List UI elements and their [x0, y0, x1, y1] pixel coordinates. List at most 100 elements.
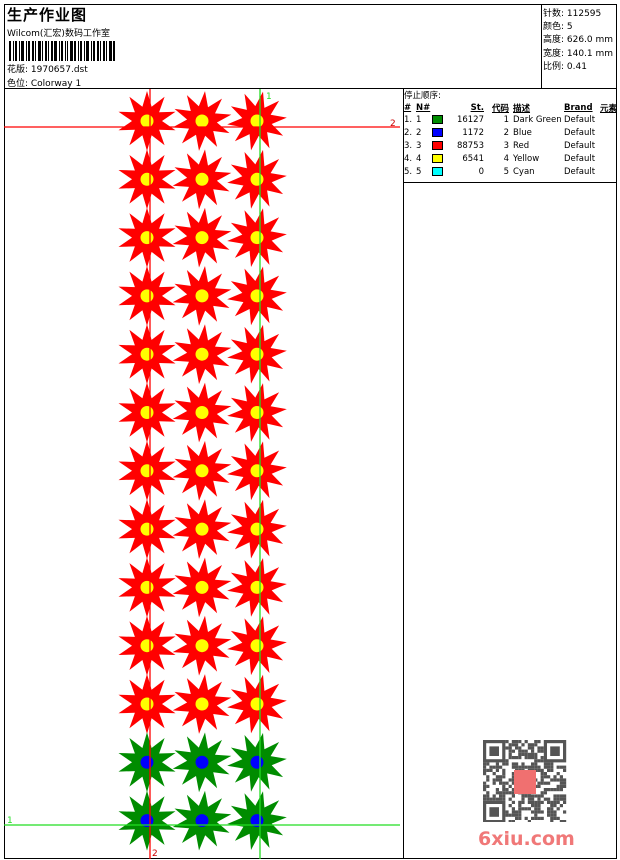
color-swatch [432, 153, 443, 163]
flower [172, 440, 232, 501]
design-height: 高度: 626.0 mm [543, 35, 614, 46]
flower [172, 91, 232, 151]
row-stitches: 1172 [432, 127, 484, 140]
flower-center [195, 406, 209, 419]
barcode-bar [86, 41, 89, 61]
row-n: 3 [416, 140, 422, 151]
barcode-bar [90, 41, 92, 61]
watermark-logo: 6xiu.com [478, 828, 575, 850]
flower [118, 732, 176, 793]
flower-center [140, 755, 154, 769]
flower [118, 324, 176, 385]
flower-center [195, 114, 209, 128]
stitch-count: 6541 [462, 153, 484, 164]
qr-finder [483, 800, 506, 822]
flower-center [140, 464, 154, 478]
color-swatch [432, 128, 443, 138]
design-info: 针数: 112595 颜色: 5 高度: 626.0 mm 宽度: 140.1 … [541, 4, 617, 89]
flower [227, 616, 287, 676]
row-brand: Default [564, 140, 596, 151]
col-code: 代码 [491, 103, 509, 114]
row-code: 4 [503, 153, 509, 164]
flower-center [250, 580, 264, 594]
guide-label-red: 2 [390, 119, 396, 129]
barcode-bar [15, 41, 17, 61]
stitch-count: 0 [478, 166, 484, 177]
flower [118, 382, 176, 443]
flower-center [250, 231, 264, 245]
table-row: 3. 3 88753 3 Red Default [404, 140, 617, 153]
barcode-bar [9, 41, 11, 61]
table-row: 5. 5 0 5 Cyan Default [404, 165, 617, 178]
barcode-bar [42, 41, 43, 61]
flower [172, 674, 232, 734]
barcode-bar [31, 41, 34, 61]
row-desc: Red [513, 140, 530, 151]
flower-center [195, 639, 209, 653]
qr-finder [543, 740, 567, 763]
flower [227, 791, 287, 850]
header: 生产作业图 Wilcom(汇宏)数码工作室 花版: 1970657.dst 色位… [4, 4, 541, 89]
row-index: 5. [404, 166, 413, 177]
flower-center [140, 289, 154, 303]
flower-center [195, 580, 209, 594]
flower-center [195, 347, 209, 361]
row-stitches: 16127 [432, 114, 484, 127]
flower-center [140, 347, 154, 361]
barcode-bar [74, 41, 76, 61]
stitch-count: 1172 [462, 128, 484, 139]
flower [172, 324, 232, 385]
row-n: 2 [416, 128, 422, 139]
flower-center [195, 464, 209, 478]
color-swatch [432, 140, 443, 150]
flower-center [140, 639, 154, 653]
flower [172, 790, 232, 851]
stop-sequence-title: 停止顺序: [404, 91, 441, 101]
barcode-bar [83, 41, 85, 61]
flower-center [250, 114, 264, 128]
flower-center [250, 755, 264, 769]
row-desc: Yellow [513, 153, 540, 164]
qr-finder [483, 740, 506, 763]
barcode-bar [67, 41, 68, 61]
flower [227, 266, 287, 326]
table-row: 2. 2 1172 2 Blue Default [404, 127, 617, 140]
barcode-bar [61, 41, 63, 61]
flower-center [250, 347, 264, 361]
col-brand: Brand [564, 102, 593, 113]
flower-center [195, 697, 209, 711]
flower [118, 149, 176, 210]
barcode-bar [18, 41, 20, 61]
row-code: 1 [503, 115, 509, 126]
flower [227, 149, 287, 209]
flower-center [140, 114, 154, 128]
flower-center [250, 639, 264, 653]
barcode-bar [25, 41, 27, 61]
color-count: 颜色: 5 [543, 22, 573, 33]
flower-center [140, 580, 154, 594]
barcode-bar [113, 41, 115, 61]
barcode [9, 41, 117, 61]
row-stitches: 6541 [432, 152, 484, 165]
flower [172, 149, 232, 210]
row-index: 1. [404, 115, 413, 126]
stop-sequence-table: # N# St. 代码 描述 Brand 元素 1. 1 16127 1 Dar… [404, 101, 617, 178]
flower-center [140, 406, 154, 419]
flower [227, 324, 287, 384]
col-index: # [404, 102, 412, 113]
col-desc: 描述 [513, 103, 531, 114]
barcode-bar [28, 41, 30, 61]
flower-center [250, 406, 264, 419]
row-code: 5 [503, 166, 509, 177]
flower-center [140, 697, 154, 711]
row-desc: Blue [513, 128, 532, 139]
flower-center [140, 172, 154, 186]
stitch-count: 88753 [456, 140, 484, 151]
flower [118, 265, 176, 326]
flower-center [195, 755, 209, 769]
flower [172, 382, 232, 443]
design-file: 花版: 1970657.dst [7, 65, 88, 75]
flower [172, 266, 232, 326]
flower-center [195, 289, 209, 303]
row-index: 3. [404, 140, 413, 151]
